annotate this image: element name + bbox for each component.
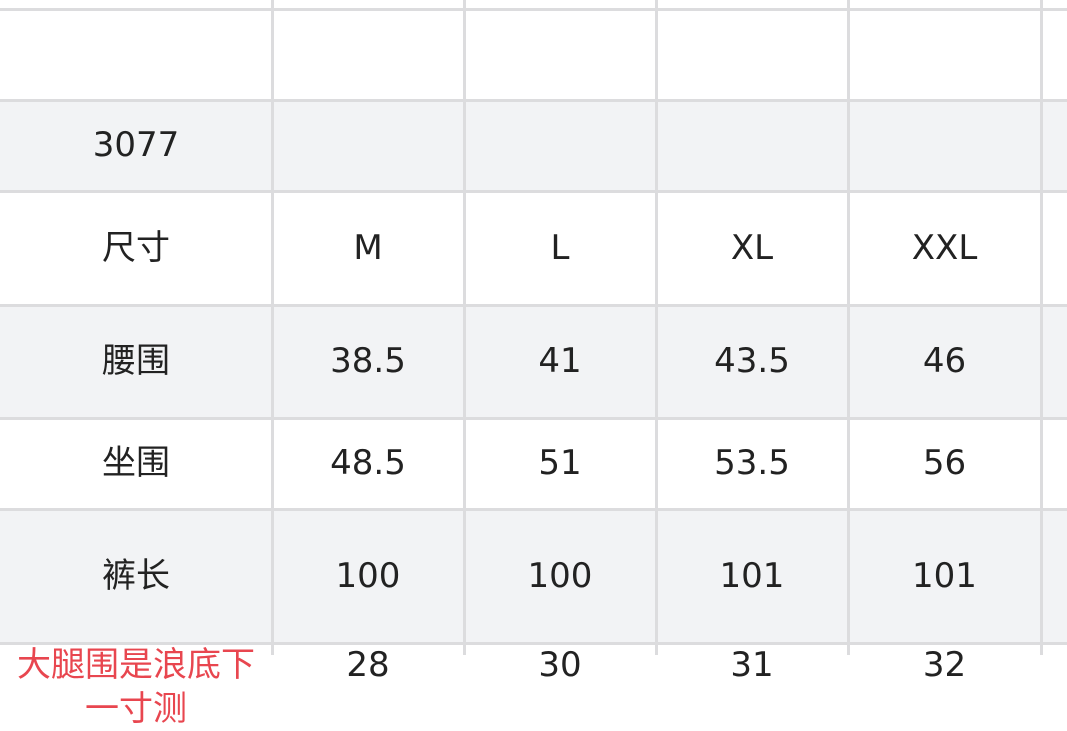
model-number: 3077 bbox=[92, 125, 180, 166]
table-row bbox=[0, 9, 1067, 100]
row-divider bbox=[0, 508, 1067, 511]
header-size-xxl: XXL bbox=[911, 227, 978, 268]
row-label-text: 大腿围是浪底下一寸测 bbox=[17, 645, 255, 730]
table-cell: 41 bbox=[538, 341, 582, 382]
row-divider bbox=[0, 642, 1067, 645]
header-size-m: M bbox=[353, 227, 383, 268]
table-row bbox=[0, 509, 1067, 643]
table-cell: 100 bbox=[527, 555, 593, 596]
column-divider bbox=[655, 0, 658, 655]
row-label: 腰围 bbox=[0, 305, 272, 418]
table-cell: 48.5 bbox=[330, 443, 406, 484]
row-divider bbox=[0, 417, 1067, 420]
table-cell: 28 bbox=[346, 645, 390, 685]
row-divider bbox=[0, 190, 1067, 193]
row-divider bbox=[0, 99, 1067, 102]
row-label-text: 裤长 bbox=[102, 555, 170, 596]
header-size-xl: XL bbox=[730, 227, 774, 268]
table-cell: 51 bbox=[538, 443, 582, 484]
table-cell: 101 bbox=[912, 555, 977, 596]
table-cell: 46 bbox=[922, 341, 967, 382]
table-cell: 31 bbox=[730, 645, 774, 685]
column-divider bbox=[271, 0, 274, 655]
row-label: 大腿围是浪底下一寸测 bbox=[0, 643, 272, 731]
row-divider bbox=[0, 8, 1067, 11]
table-cell: 30 bbox=[538, 645, 582, 685]
row-label-text: 腰围 bbox=[102, 341, 170, 382]
header-size-l: L bbox=[550, 227, 570, 268]
column-divider bbox=[847, 0, 850, 655]
table-cell: 56 bbox=[922, 443, 967, 484]
table-cell: 43.5 bbox=[714, 341, 790, 382]
row-label: 坐围 bbox=[0, 418, 272, 509]
table-cell: 38.5 bbox=[330, 341, 406, 382]
column-divider bbox=[463, 0, 466, 655]
table-cell: 100 bbox=[335, 555, 401, 596]
table-cell: 53.5 bbox=[714, 443, 790, 484]
header-size-label: 尺寸 bbox=[102, 227, 170, 268]
row-label-text: 坐围 bbox=[102, 443, 170, 484]
row-divider bbox=[0, 304, 1067, 307]
table-row bbox=[0, 100, 1067, 191]
row-label: 裤长 bbox=[0, 509, 272, 643]
table-cell: 32 bbox=[922, 645, 967, 685]
table-row bbox=[0, 305, 1067, 418]
column-divider bbox=[1040, 0, 1043, 655]
table-cell: 101 bbox=[719, 555, 785, 596]
